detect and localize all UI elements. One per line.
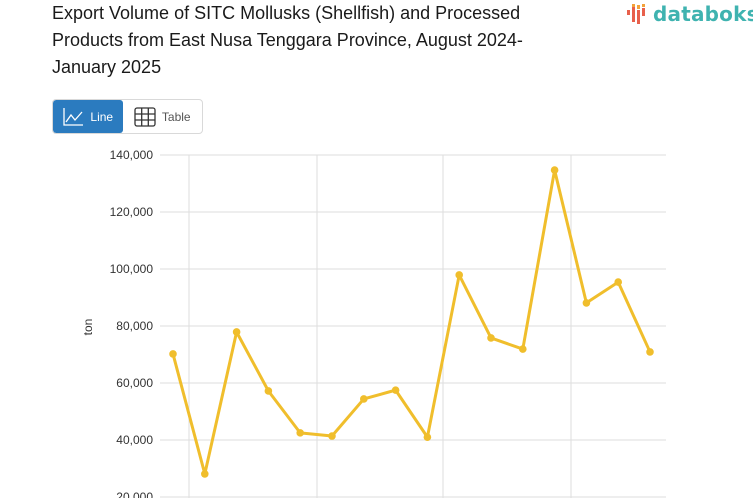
data-point[interactable]: [232, 328, 241, 336]
x-gridlines: [188, 155, 572, 498]
series-line: [171, 168, 652, 476]
data-point[interactable]: [646, 348, 654, 356]
data-point[interactable]: [201, 470, 209, 478]
data-point[interactable]: [550, 166, 559, 174]
line-view-button[interactable]: Line: [53, 100, 123, 133]
databoks-logo-text: databoks: [653, 2, 753, 26]
chart-title: Export Volume of SITC Mollusks (Shellfis…: [52, 0, 572, 81]
chart-title-line-1: Export Volume of SITC Mollusks (Shellfis…: [52, 3, 521, 23]
data-point[interactable]: [391, 386, 400, 394]
y-tick-label: 120,000: [110, 205, 154, 219]
data-point[interactable]: [296, 429, 305, 437]
data-point[interactable]: [328, 432, 336, 440]
line-view-label: Line: [90, 109, 114, 124]
chart-title-line-3: January 2025: [52, 57, 162, 77]
data-point[interactable]: [582, 299, 591, 307]
y-tick-label: 60,000: [116, 376, 153, 390]
y-tick-label: 100,000: [110, 262, 154, 276]
y-tick-label: 20,000: [116, 490, 153, 498]
line-chart: 20,000 40,000 60,000 80,000 100,000 120,000 14…: [81, 148, 666, 498]
data-point[interactable]: [519, 345, 527, 353]
chart-title-line-2: Products from East Nusa Tenggara Provinc…: [52, 30, 523, 50]
y-gridlines: [160, 154, 666, 498]
y-axis-label: ton: [81, 319, 95, 336]
table-grid-icon: [134, 106, 156, 127]
table-view-label: Table: [161, 109, 191, 124]
y-tick-label: 40,000: [116, 433, 153, 447]
data-point[interactable]: [169, 350, 177, 358]
databoks-bars-icon: [627, 4, 645, 24]
line-chart-icon: [63, 107, 84, 126]
data-point[interactable]: [360, 395, 368, 403]
table-view-button[interactable]: Table: [123, 100, 202, 133]
data-point[interactable]: [423, 433, 432, 441]
y-tick-label: 140,000: [110, 148, 154, 162]
series-points: [169, 166, 654, 478]
databoks-logo[interactable]: databoks: [626, 2, 753, 26]
y-tick-label: 80,000: [116, 319, 153, 333]
data-point[interactable]: [614, 278, 622, 286]
view-toggle: Line Table: [52, 99, 203, 134]
y-axis-ticks: 20,000 40,000 60,000 80,000 100,000 120,000 14…: [110, 148, 154, 498]
data-point[interactable]: [455, 271, 464, 279]
data-point[interactable]: [487, 334, 495, 342]
data-point[interactable]: [264, 387, 273, 395]
